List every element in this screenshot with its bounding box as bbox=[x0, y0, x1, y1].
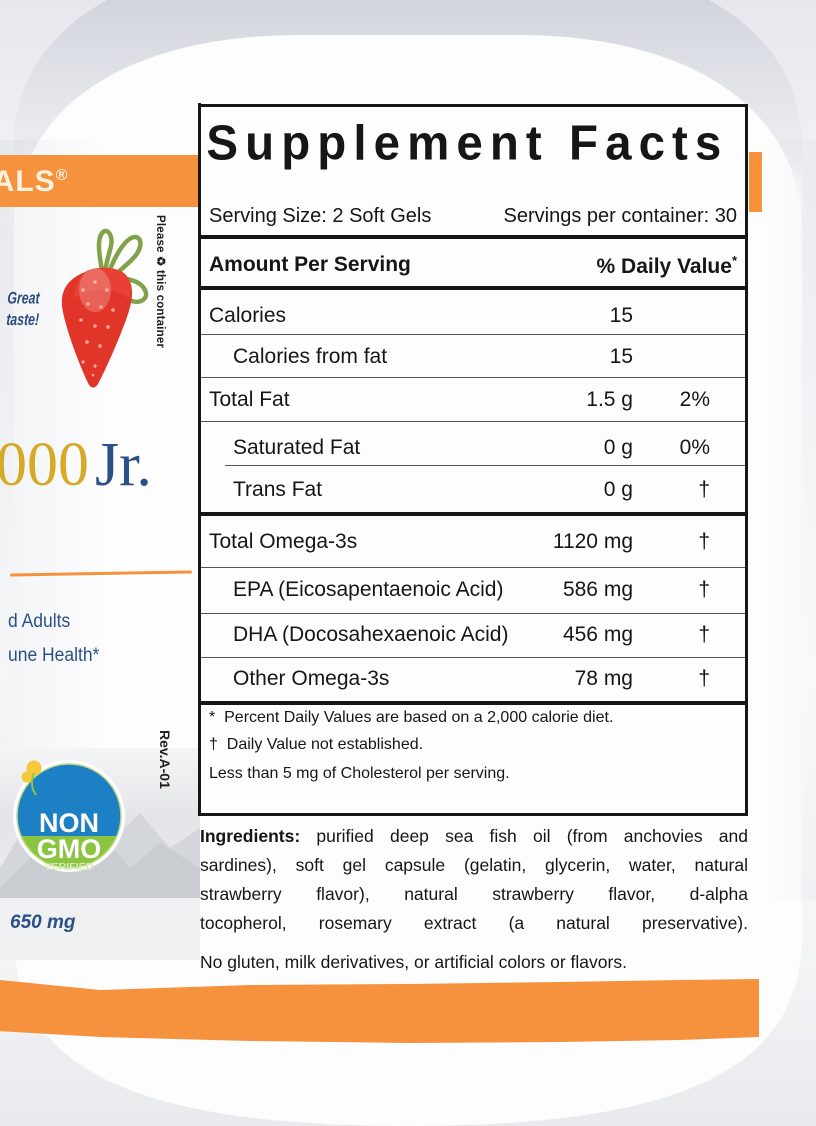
svg-text:VERIFIED: VERIFIED bbox=[45, 861, 94, 873]
svg-text:GMO: GMO bbox=[37, 834, 102, 864]
